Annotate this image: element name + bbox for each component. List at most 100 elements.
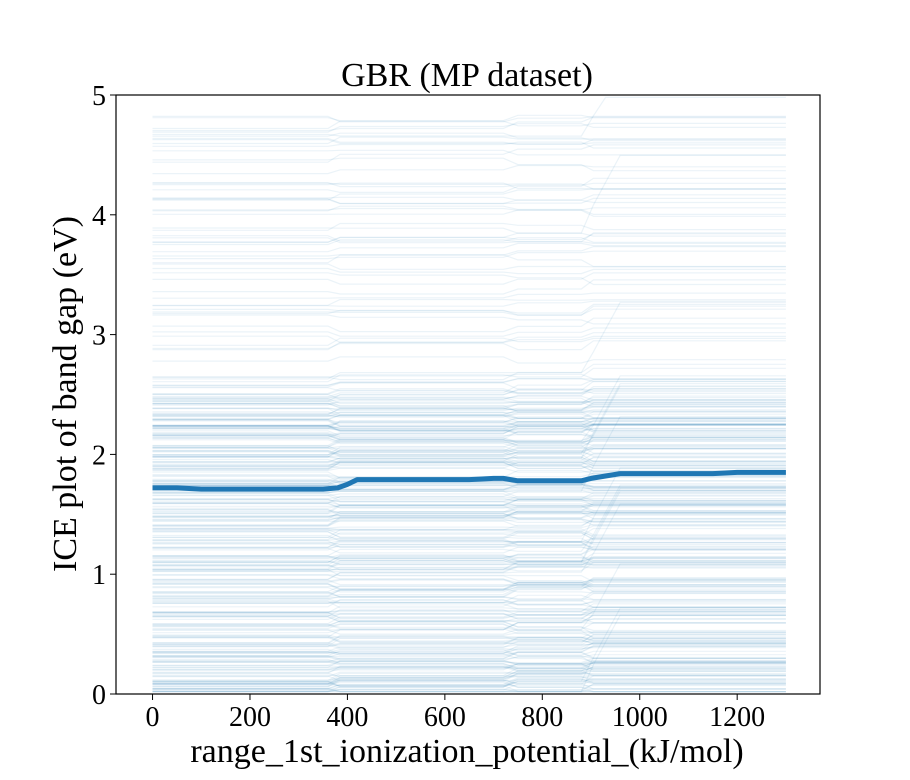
ice-line — [152, 411, 786, 426]
ice-line — [152, 402, 786, 416]
ice-line — [152, 116, 786, 132]
ice-line — [152, 375, 786, 447]
ice-line — [152, 420, 786, 433]
ice-line — [152, 660, 786, 665]
ice-line — [152, 385, 786, 456]
plot-frame — [115, 94, 821, 695]
ice-line — [152, 655, 786, 668]
ice-line — [152, 305, 786, 316]
ice-line — [152, 577, 786, 593]
ice-line — [152, 579, 786, 588]
ice-line — [152, 303, 786, 314]
ice-line — [152, 618, 786, 638]
ice-line — [152, 235, 786, 243]
ice-line — [152, 498, 786, 504]
ice-line — [152, 513, 786, 522]
ice-line — [152, 561, 786, 572]
ice-line — [152, 620, 786, 635]
ice-line — [152, 132, 786, 142]
ice-line — [152, 177, 786, 193]
ice-line — [152, 600, 786, 611]
ice-line — [152, 554, 786, 566]
ice-line — [152, 578, 786, 593]
ice-line — [152, 664, 786, 674]
ice-line — [152, 417, 786, 429]
ice-line — [152, 395, 786, 407]
ice-line — [152, 518, 786, 527]
average-line-group — [152, 469, 786, 492]
ice-line — [152, 317, 786, 333]
ice-line — [152, 501, 786, 514]
ice-line — [152, 411, 786, 419]
ice-line — [152, 335, 786, 343]
ice-line — [152, 363, 786, 380]
ice-line — [152, 478, 786, 489]
ice-line — [152, 668, 786, 687]
ice-line — [152, 665, 786, 678]
ice-line — [152, 411, 786, 414]
ice-line — [152, 534, 786, 544]
ice-line — [152, 599, 786, 606]
ice-line — [152, 662, 786, 668]
ice-line — [152, 601, 786, 608]
ice-line — [152, 505, 786, 513]
ice-line — [152, 114, 786, 122]
y-tick-label: 2 — [92, 440, 106, 471]
ice-line — [152, 635, 786, 645]
ice-line — [152, 574, 786, 586]
ice-line — [152, 590, 786, 601]
ice-line — [152, 457, 786, 470]
ice-line — [152, 528, 786, 536]
ice-line — [152, 427, 786, 432]
ice-line — [152, 263, 786, 270]
plot-background — [116, 95, 820, 694]
ice-line — [152, 616, 786, 624]
ice-line — [152, 137, 786, 145]
ice-line — [152, 558, 786, 565]
ice-line — [152, 418, 786, 426]
ice-line — [152, 397, 786, 404]
ice-line — [152, 378, 786, 386]
ice-line — [152, 640, 786, 648]
ice-line — [152, 157, 786, 172]
y-tick-label: 5 — [92, 81, 106, 112]
ice-line — [152, 585, 786, 598]
ice-line — [152, 456, 786, 462]
ice-line — [152, 449, 786, 465]
x-tick-label: 800 — [521, 702, 563, 733]
ice-line — [152, 447, 786, 455]
ice-line — [152, 298, 786, 306]
ice-line — [152, 532, 786, 541]
ice-line — [152, 525, 786, 532]
ice-line — [152, 400, 786, 405]
ice-line — [152, 502, 786, 514]
ice-line — [152, 423, 786, 430]
ice-line — [152, 661, 786, 683]
ice-line — [152, 651, 786, 659]
ice-line — [152, 388, 786, 395]
ice-line — [152, 560, 786, 566]
ice-line — [152, 530, 786, 539]
ice-line — [152, 579, 786, 586]
ice-line — [152, 513, 786, 523]
ice-line — [152, 402, 786, 410]
ice-line — [152, 495, 786, 506]
ice-line — [152, 562, 786, 572]
ice-line — [152, 423, 786, 433]
ice-line — [152, 643, 786, 652]
ice-line — [152, 688, 786, 693]
ice-line — [152, 579, 786, 597]
ice-line — [152, 557, 786, 573]
ice-line — [152, 423, 786, 432]
ice-line — [152, 461, 786, 470]
ice-line — [152, 233, 786, 243]
ice-lines — [152, 96, 786, 693]
ice-line — [152, 644, 786, 656]
ice-line — [152, 614, 786, 693]
ice-line — [152, 424, 786, 439]
ice-line — [152, 683, 786, 693]
x-tick-label: 600 — [424, 702, 466, 733]
ice-line — [152, 508, 786, 514]
ice-line — [152, 462, 786, 469]
ice-line — [152, 499, 786, 515]
